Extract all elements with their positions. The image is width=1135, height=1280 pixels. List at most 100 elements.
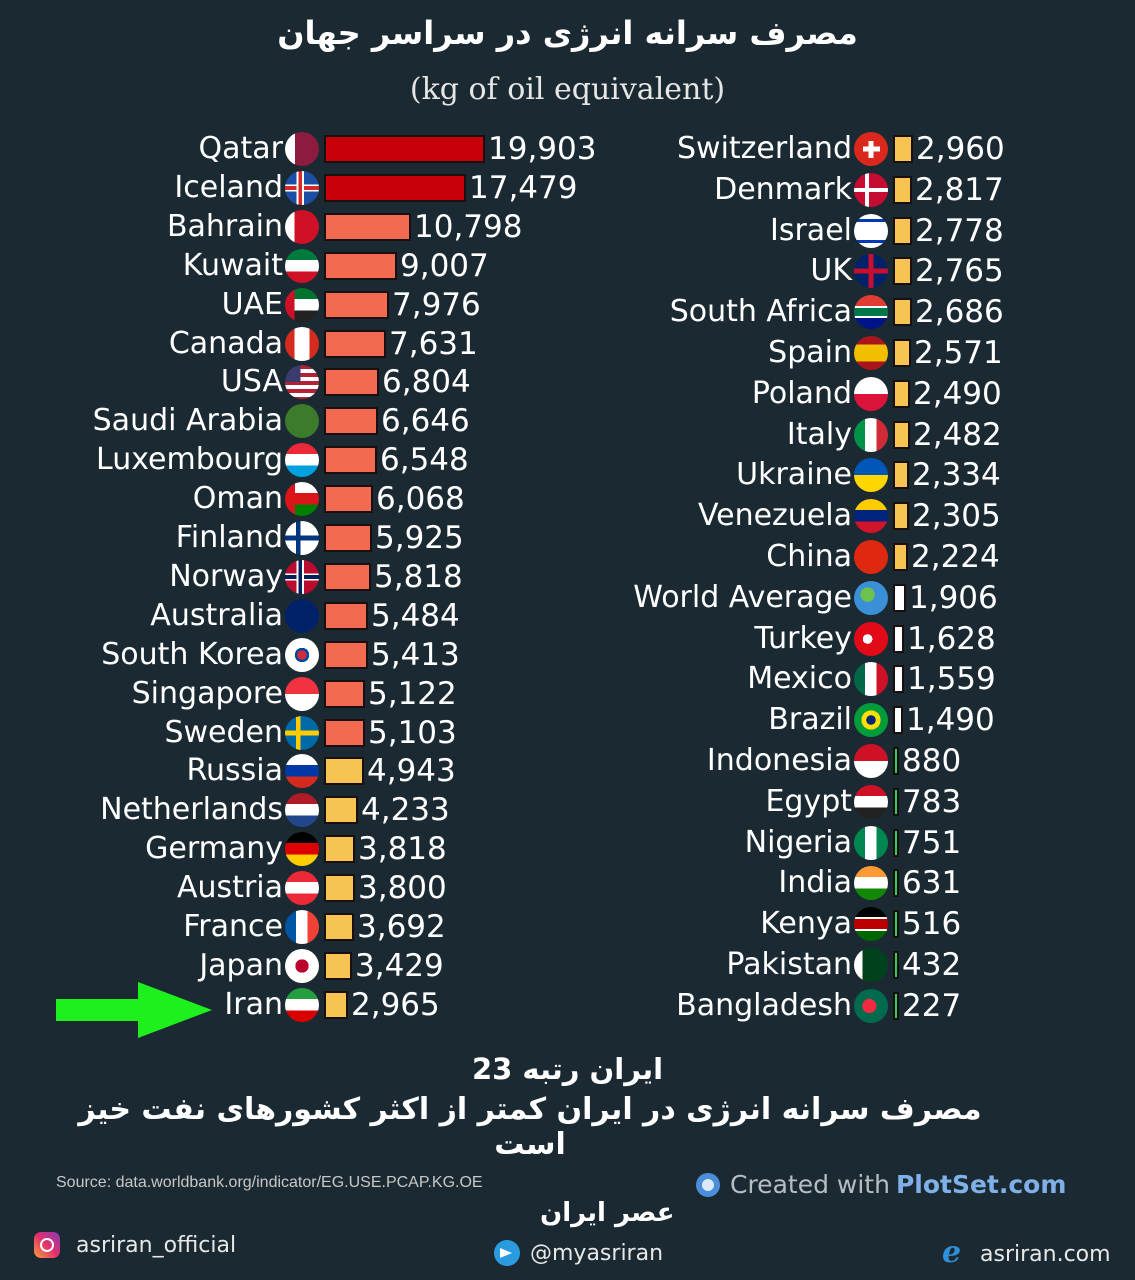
value-label: 10,798 [414,208,523,245]
value-label: 432 [902,947,962,983]
country-label: World Average [633,579,852,615]
bar-row: Bahrain 10,798 [0,208,620,246]
egypt-flag-icon [854,784,888,819]
country-label: Austria [177,870,283,906]
value-label: 7,631 [389,325,478,362]
country-label: UK [810,253,852,289]
iceland-flag-icon [285,170,319,205]
china-flag-icon [854,540,888,574]
value-label: 783 [902,783,962,820]
sweden-flag-icon [285,715,319,750]
country-label: Iran [224,986,283,1022]
country-label: Denmark [714,171,852,207]
value-label: 4,233 [361,792,450,829]
telegram-icon [494,1240,520,1266]
bar-row: Finland 5,925 [0,519,620,557]
bar-row: Indonesia 880 [560,742,1080,780]
website-link[interactable]: e asriran.com [942,1235,1111,1270]
bar-row: Norway 5,818 [0,558,620,596]
mexico-flag-icon [854,662,888,697]
bar-row: Ukraine 2,334 [560,456,1080,494]
value-bar [893,706,903,735]
germany-flag-icon [285,832,319,867]
country-label: Norway [169,558,283,594]
value-label: 2,686 [915,294,1004,331]
value-label: 2,334 [912,457,1001,494]
value-label: 2,490 [913,375,1002,412]
plotset-logo-icon [696,1172,720,1197]
bar-row: Germany 3,818 [0,830,620,868]
brazil-flag-icon [854,703,888,738]
plotset-credit[interactable]: Created with PlotSet.com [696,1170,1066,1199]
caption-summary: مصرف سرانه انرژی در ایران کمتر از اکثر ک… [78,1092,982,1162]
bar-row: Denmark 2,817 [560,171,1080,209]
value-bar [324,640,368,669]
value-bar [324,562,371,591]
singapore-flag-icon [285,676,319,711]
country-label: Israel [770,212,852,248]
country-label: South Africa [669,294,852,330]
website-text: asriran.com [980,1241,1111,1267]
value-label: 4,943 [367,753,456,790]
value-bar [324,407,378,436]
netherlands-flag-icon [285,793,319,828]
caption-rank: ایران رتبه 23 [471,1052,664,1086]
bar-row: Venezuela 2,305 [560,497,1080,535]
qatar-flag-icon [285,132,319,166]
value-label: 751 [902,824,962,861]
source-note: Source: data.worldbank.org/indicator/EG.… [56,1174,483,1191]
bar-row: Spain 2,571 [560,334,1080,372]
value-label: 5,484 [371,597,460,634]
value-bar [324,135,485,163]
country-label: Egypt [765,783,852,819]
bar-row: Mexico 1,559 [560,660,1080,698]
value-bar [893,420,910,449]
uae-flag-icon [285,287,319,322]
value-label: 516 [902,906,962,943]
austria-flag-icon [285,871,319,906]
bar-row: UK 2,765 [560,252,1080,290]
value-label: 3,692 [357,909,446,945]
country-label: Spain [768,335,852,370]
country-label: Poland [751,375,852,411]
saudi-flag-icon [285,404,319,439]
value-bar [893,298,912,327]
value-label: 2,571 [914,335,1003,371]
value-bar [324,524,372,552]
telegram-handle[interactable]: @myasriran [494,1240,663,1266]
value-label: 880 [902,743,962,779]
bar-row: World Average 1,906 [560,579,1080,617]
bar-row: USA 6,804 [0,363,620,401]
value-label: 3,800 [358,870,447,907]
value-label: 1,490 [906,702,995,739]
value-bar [324,951,352,980]
bar-row: India 631 [560,864,1080,902]
kuwait-flag-icon [285,248,319,283]
spain-flag-icon [854,336,888,370]
bar-row: Egypt 783 [560,783,1080,821]
internet-explorer-icon: e [942,1235,962,1270]
value-label: 5,122 [368,675,457,712]
country-label: Italy [786,416,852,452]
bar-row: UAE 7,976 [0,286,620,324]
telegram-handle-text: @myasriran [530,1240,664,1266]
bar-row: Russia 4,943 [0,752,620,790]
instagram-handle[interactable]: asriran_official [34,1232,236,1258]
value-bar [893,869,899,898]
value-bar [324,251,397,280]
value-bar [893,216,912,245]
value-label: 9,007 [400,247,489,284]
value-label: 2,224 [911,539,1000,575]
bar-row: Turkey 1,628 [560,620,1080,658]
bar-row: France 3,692 [0,908,620,946]
value-label: 6,068 [376,481,465,518]
chart-title: مصرف سرانه انرژی در سراسر جهان [277,14,858,52]
value-bar [324,446,377,475]
turkey-flag-icon [854,621,888,656]
country-label: Ukraine [736,457,852,493]
bar-row: Bangladesh 227 [560,987,1080,1025]
value-bar [324,757,364,786]
value-label: 1,628 [907,620,996,657]
bar-row: Iceland 17,479 [0,169,620,207]
country-label: Bahrain [166,208,283,244]
